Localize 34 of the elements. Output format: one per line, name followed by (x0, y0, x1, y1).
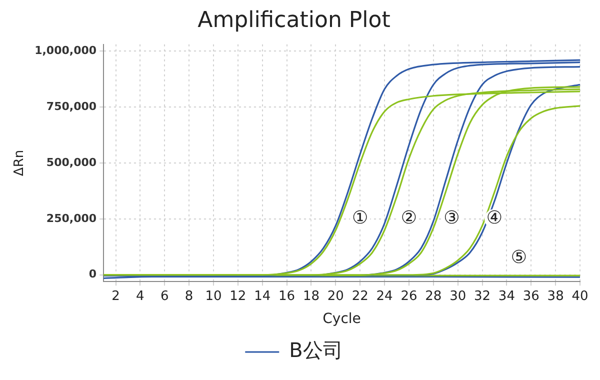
x-tick-label: 34 (498, 288, 515, 304)
annotation: ① (352, 208, 368, 229)
x-tick-label: 10 (205, 288, 222, 304)
x-tick-label: 6 (160, 288, 169, 304)
x-tick-label: 26 (400, 288, 418, 304)
x-tick-label: 28 (425, 288, 442, 304)
x-tick-label: 14 (254, 288, 271, 304)
y-tick-label: 0 (88, 268, 97, 281)
annotation: ⑤ (510, 246, 527, 268)
x-axis-title: Cycle (322, 311, 361, 328)
annotation: ④ (486, 208, 503, 229)
x-tick-label: 22 (352, 288, 368, 304)
x-tick-label: 18 (302, 288, 320, 304)
y-tick-label: 250,000 (46, 212, 97, 225)
x-tick-label: 24 (376, 288, 393, 304)
x-tick-label: 38 (547, 288, 564, 304)
x-tick-label: 4 (136, 288, 144, 304)
x-tick-label: 8 (184, 288, 194, 304)
x-tick-label: 32 (474, 288, 491, 304)
y-tick-label: 750,000 (46, 100, 97, 113)
annotation: ② (400, 208, 418, 229)
x-tick-label: 36 (522, 288, 540, 304)
y-axis-title: ΔRn (12, 150, 28, 176)
x-tick-label: 20 (327, 288, 344, 304)
x-tick-label: 2 (112, 288, 120, 304)
y-tick-label: 1,000,000 (34, 44, 97, 57)
x-tick-label: 16 (278, 288, 296, 304)
y-tick-label: 500,000 (46, 156, 97, 169)
annotation: ③ (444, 208, 460, 229)
x-tick-label: 40 (572, 288, 588, 304)
legend-label: B公司 (289, 338, 343, 362)
x-tick-label: 12 (230, 288, 246, 304)
x-tick-label: 30 (450, 288, 466, 304)
chart-title: Amplification Plot (198, 8, 391, 33)
